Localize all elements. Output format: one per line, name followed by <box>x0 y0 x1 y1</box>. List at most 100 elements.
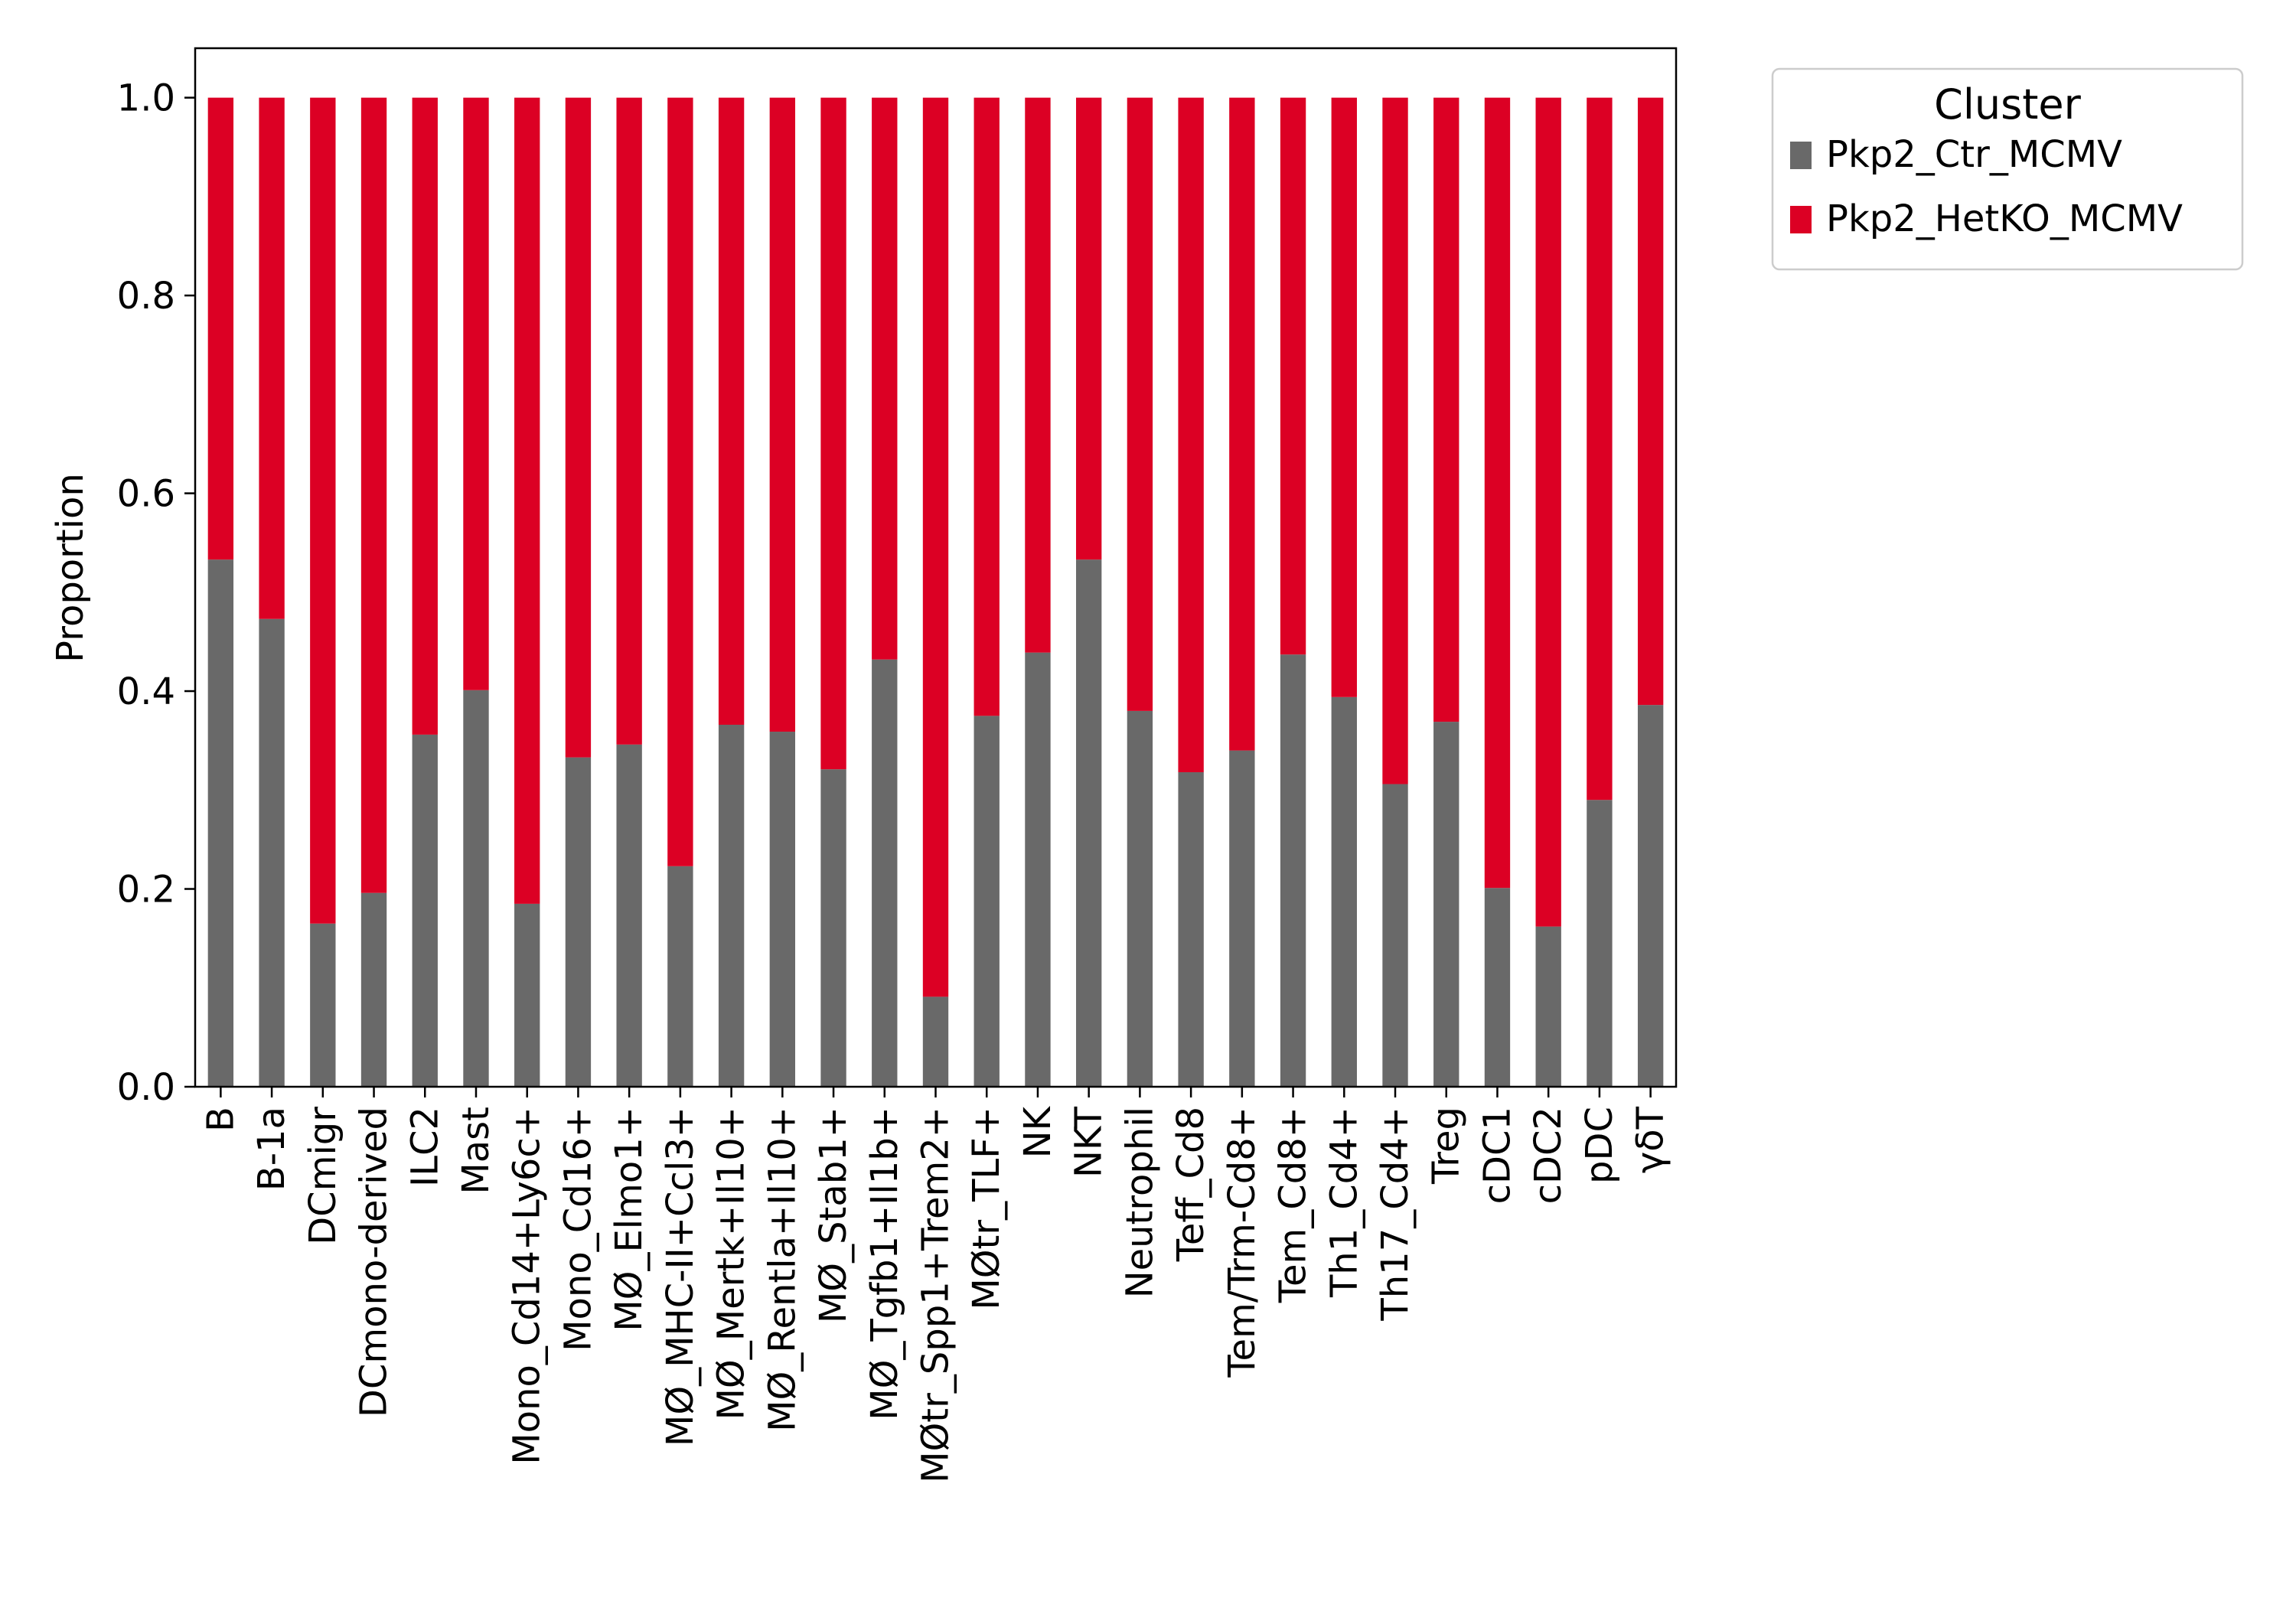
bar-ctr-5 <box>463 690 489 1087</box>
bar-hetko-26 <box>1535 97 1561 927</box>
bar-hetko-15 <box>974 97 1000 716</box>
x-tick-label: Th1_Cd4+ <box>1322 1107 1365 1298</box>
bar-ctr-17 <box>1075 559 1102 1087</box>
bar-ctr-18 <box>1127 710 1153 1087</box>
bar-hetko-1 <box>259 97 285 619</box>
y-tick-label: 0.8 <box>117 275 175 318</box>
bar-ctr-0 <box>207 559 234 1087</box>
bar-hetko-10 <box>718 97 745 725</box>
bar-hetko-22 <box>1331 97 1357 697</box>
bar-hetko-5 <box>463 97 489 690</box>
bar-hetko-0 <box>207 97 234 560</box>
bar-hetko-21 <box>1280 97 1306 655</box>
x-tick-label: MØ_Stab1+ <box>812 1107 855 1323</box>
legend-swatch <box>1790 142 1812 169</box>
x-tick-label: MØ_Rentla+Il10+ <box>761 1107 804 1432</box>
x-tick-label: NKT <box>1068 1106 1110 1178</box>
bar-ctr-12 <box>820 769 846 1087</box>
x-tick-label: MØtr_Spp1+Trem2+ <box>915 1107 957 1483</box>
legend-entry-label: Pkp2_Ctr_MCMV <box>1826 133 2122 176</box>
bar-hetko-12 <box>820 97 846 770</box>
x-tick-label: B-1a <box>250 1107 293 1191</box>
bar-hetko-9 <box>667 97 693 866</box>
bar-ctr-23 <box>1382 784 1408 1087</box>
bar-ctr-14 <box>922 996 949 1087</box>
legend: Cluster Pkp2_Ctr_MCMV Pkp2_HetKO_MCMV <box>1771 67 2244 271</box>
x-tick-label: cDC2 <box>1527 1107 1570 1204</box>
bar-hetko-19 <box>1178 97 1204 773</box>
legend-frame <box>1771 67 2244 271</box>
bar-hetko-3 <box>360 97 387 893</box>
bar-ctr-22 <box>1331 696 1357 1087</box>
bar-ctr-1 <box>259 618 285 1087</box>
bar-ctr-4 <box>412 734 438 1087</box>
bar-hetko-6 <box>514 97 540 904</box>
x-axis: B B-1a DCmigr DCmono-derived ILC2 Mast Mono_Cd… <box>199 1087 1672 1483</box>
x-tick-label: Treg <box>1425 1107 1468 1185</box>
bar-hetko-23 <box>1382 97 1408 784</box>
bar-ctr-13 <box>872 659 898 1087</box>
y-axis-label: Proportion <box>49 473 92 663</box>
bar-hetko-11 <box>769 97 796 732</box>
bar-ctr-25 <box>1484 888 1511 1087</box>
bar-ctr-9 <box>667 866 693 1087</box>
y-tick-label: 0.6 <box>117 473 175 516</box>
bar-ctr-11 <box>769 732 796 1087</box>
bar-ctr-26 <box>1535 926 1561 1087</box>
y-tick-label: 0.0 <box>117 1066 175 1109</box>
x-tick-label: Neutrophil <box>1118 1107 1161 1298</box>
x-tick-label: Mast <box>455 1107 497 1195</box>
bar-ctr-2 <box>310 923 336 1087</box>
legend-title: Cluster <box>1934 80 2081 129</box>
x-tick-label: DCmigr <box>302 1107 344 1245</box>
bar-ctr-21 <box>1280 654 1306 1087</box>
bar-ctr-28 <box>1637 705 1664 1087</box>
bar-ctr-15 <box>974 716 1000 1087</box>
legend-swatch <box>1790 206 1812 233</box>
y-axis: 0.0 0.2 0.4 0.6 0.8 1.0 <box>117 77 195 1109</box>
bar-hetko-20 <box>1229 97 1255 751</box>
x-tick-label: MØ_Tgfb1+Il1b+ <box>863 1107 906 1420</box>
legend-items: Pkp2_Ctr_MCMV Pkp2_HetKO_MCMV <box>1790 133 2183 240</box>
bar-hetko-7 <box>565 97 592 758</box>
x-tick-label: Tem_Cd8+ <box>1272 1107 1315 1303</box>
bar-ctr-24 <box>1433 722 1459 1087</box>
bar-ctr-7 <box>565 757 592 1087</box>
bar-ctr-16 <box>1025 652 1051 1087</box>
bar-hetko-25 <box>1484 97 1511 889</box>
bar-hetko-13 <box>872 97 898 660</box>
bar-hetko-18 <box>1127 97 1153 711</box>
x-tick-label: Th17_Cd4+ <box>1374 1107 1417 1322</box>
bar-hetko-24 <box>1433 97 1459 722</box>
y-tick-label: 1.0 <box>117 77 175 120</box>
x-tick-label: MØ_Mertk+Il10+ <box>710 1107 753 1420</box>
bar-hetko-28 <box>1637 97 1664 706</box>
bars-layer <box>207 97 1664 1087</box>
bar-hetko-16 <box>1025 97 1051 653</box>
bar-ctr-10 <box>718 724 745 1087</box>
bar-ctr-6 <box>514 903 540 1087</box>
x-tick-label: Teff_Cd8 <box>1169 1107 1212 1262</box>
x-tick-label: B <box>199 1107 242 1132</box>
bar-hetko-8 <box>616 97 642 745</box>
bar-ctr-27 <box>1587 800 1613 1087</box>
y-tick-label: 0.2 <box>117 869 175 911</box>
bar-hetko-27 <box>1587 97 1613 801</box>
x-tick-label: NK <box>1016 1105 1059 1158</box>
x-tick-label: Mono_Cd14+Ly6c+ <box>506 1107 549 1465</box>
x-tick-label: MØtr_TLF+ <box>965 1107 1008 1310</box>
x-tick-label: cDC1 <box>1476 1107 1518 1204</box>
bar-ctr-3 <box>360 892 387 1087</box>
legend-entry-label: Pkp2_HetKO_MCMV <box>1826 197 2183 240</box>
bar-ctr-8 <box>616 744 642 1087</box>
bar-hetko-14 <box>922 97 949 997</box>
x-tick-label: pDC <box>1578 1107 1621 1184</box>
bar-hetko-2 <box>310 97 336 924</box>
y-tick-label: 0.4 <box>117 670 175 713</box>
bar-hetko-17 <box>1075 97 1102 560</box>
x-tick-label: MØ_MHC-II+Ccl3+ <box>659 1107 702 1446</box>
x-tick-label: Mono_Cd16+ <box>556 1107 599 1352</box>
x-tick-label: Tem/Trm-Cd8+ <box>1221 1107 1264 1378</box>
